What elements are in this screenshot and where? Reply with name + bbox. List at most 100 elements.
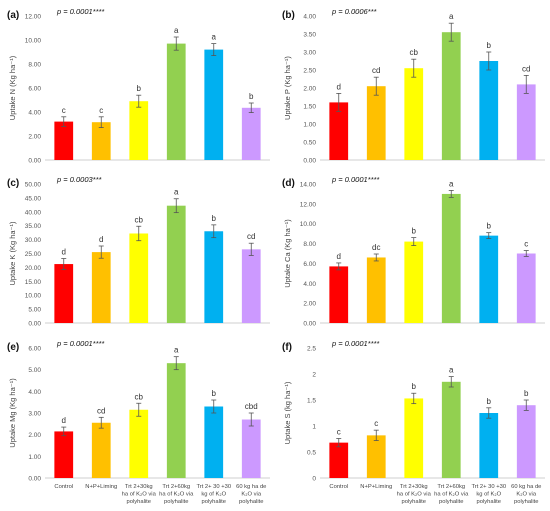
significance-letter: a <box>174 188 179 197</box>
y-tick-label: 6.00 <box>28 346 41 353</box>
category-label: K₂O via <box>241 492 261 498</box>
y-tick-label: 2.00 <box>303 86 316 93</box>
bar <box>166 205 186 323</box>
y-tick-label: 10.00 <box>300 221 317 228</box>
y-tick-label: 50.00 <box>25 182 42 189</box>
bar <box>91 422 111 478</box>
category-label: polyhalite <box>202 499 227 505</box>
y-tick-label: 8.00 <box>303 241 316 248</box>
y-tick-label: 6.00 <box>303 261 316 268</box>
panel-label: (d) <box>282 178 295 189</box>
significance-letter: d <box>337 82 341 91</box>
significance-letter: cd <box>97 406 105 415</box>
y-tick-label: 2.00 <box>303 301 316 308</box>
y-tick-label: 0.00 <box>28 321 41 328</box>
y-tick-label: 40.00 <box>25 209 42 216</box>
y-tick-label: 4.00 <box>28 389 41 396</box>
significance-letter: b <box>137 84 142 93</box>
y-tick-label: 4.00 <box>303 281 316 288</box>
y-axis-label: Uptake K (Kg ha⁻¹) <box>8 221 17 285</box>
category-label: N+P+Liming <box>360 484 392 490</box>
panel-label: (f) <box>282 342 292 353</box>
bar <box>54 431 74 478</box>
y-tick-label: 45.00 <box>25 195 42 202</box>
y-tick-label: 35.00 <box>25 223 42 230</box>
category-label: 60 kg ha de <box>236 484 266 490</box>
y-tick-label: 5.00 <box>28 367 41 374</box>
category-label: K₂O via <box>516 492 536 498</box>
y-tick-label: 4.00 <box>28 110 41 117</box>
bar <box>166 43 186 160</box>
significance-letter: a <box>449 12 454 21</box>
significance-letter: a <box>449 366 454 375</box>
bar <box>479 235 499 323</box>
y-tick-label: 0.00 <box>28 476 41 483</box>
p-value-label: p = 0.0001**** <box>331 175 380 184</box>
significance-letter: a <box>449 179 454 188</box>
bar <box>366 257 386 323</box>
bar <box>479 413 499 478</box>
significance-letter: cd <box>247 232 255 241</box>
bar <box>441 193 461 323</box>
bar <box>516 84 536 160</box>
bar <box>54 121 74 160</box>
bar <box>366 435 386 478</box>
bar <box>204 231 224 323</box>
p-value-label: p = 0.0001**** <box>56 7 105 16</box>
significance-letter: b <box>249 92 254 101</box>
bar <box>441 32 461 161</box>
significance-letter: d <box>62 248 66 257</box>
chart-panel-c: 0.00 5.00 10.00 15.00 20.00 25.00 30.00 35.00 40… <box>7 175 270 328</box>
y-axis-label: Uptake Ca (Kg ha⁻¹) <box>283 219 292 288</box>
significance-letter: a <box>174 26 179 35</box>
y-tick-label: 2.00 <box>28 432 41 439</box>
bar <box>329 442 349 478</box>
bar <box>204 406 224 478</box>
bar <box>329 266 349 323</box>
category-label: polyhalite <box>164 499 189 505</box>
y-axis-label: Uptake N (Kg ha⁻¹) <box>8 55 17 120</box>
significance-letter: c <box>99 106 103 115</box>
category-label: Trt 2+ 30 +30 <box>471 484 506 490</box>
y-tick-label: 3.00 <box>303 50 316 57</box>
bar <box>404 68 424 160</box>
category-label: Trt 2+60kg <box>162 484 190 490</box>
y-tick-label: 3.50 <box>303 32 316 39</box>
category-label: Trt 2+ 30 +30 <box>196 484 231 490</box>
significance-letter: b <box>487 397 492 406</box>
bar <box>166 363 186 478</box>
bar <box>91 252 111 323</box>
bar <box>366 86 386 160</box>
chart-panel-b: 0.00 0.50 1.00 1.50 2.00 2.50 3.00 3.50 4.00 Upta… <box>282 7 545 165</box>
y-tick-label: 4.00 <box>303 14 316 21</box>
panel-label: (e) <box>7 342 19 353</box>
y-tick-label: 1 <box>312 424 316 431</box>
category-label: polyhalite <box>514 499 539 505</box>
p-value-label: p = 0.0003*** <box>56 175 102 184</box>
significance-letter: b <box>487 41 492 50</box>
significance-letter: a <box>212 33 217 42</box>
bar <box>129 409 149 478</box>
y-tick-label: 12.00 <box>300 201 317 208</box>
category-label: Trt 2+30kg <box>400 484 428 490</box>
category-label: 60 kg ha de <box>511 484 541 490</box>
significance-letter: a <box>174 346 179 355</box>
chart-panel-f: 0 0.5 1 1.5 2 2.5 Uptake S (kg ha⁻¹) (f) p = 0.0… <box>282 339 545 505</box>
significance-letter: b <box>412 382 417 391</box>
category-label: kg of K₂O <box>201 492 226 498</box>
y-tick-label: 1.00 <box>28 454 41 461</box>
bar <box>516 253 536 323</box>
category-label: polyhalite <box>127 499 152 505</box>
y-tick-label: 0.00 <box>28 158 41 165</box>
y-tick-label: 0.00 <box>303 158 316 165</box>
significance-letter: b <box>212 389 217 398</box>
y-tick-label: 0.50 <box>303 140 316 147</box>
bar <box>404 398 424 478</box>
bar <box>329 102 349 160</box>
y-tick-label: 12.00 <box>25 14 42 21</box>
y-tick-label: 1.5 <box>307 398 316 405</box>
category-label: polyhalite <box>239 499 264 505</box>
bar <box>516 405 536 478</box>
y-tick-label: 0.5 <box>307 450 316 457</box>
y-tick-label: 0.00 <box>303 321 316 328</box>
